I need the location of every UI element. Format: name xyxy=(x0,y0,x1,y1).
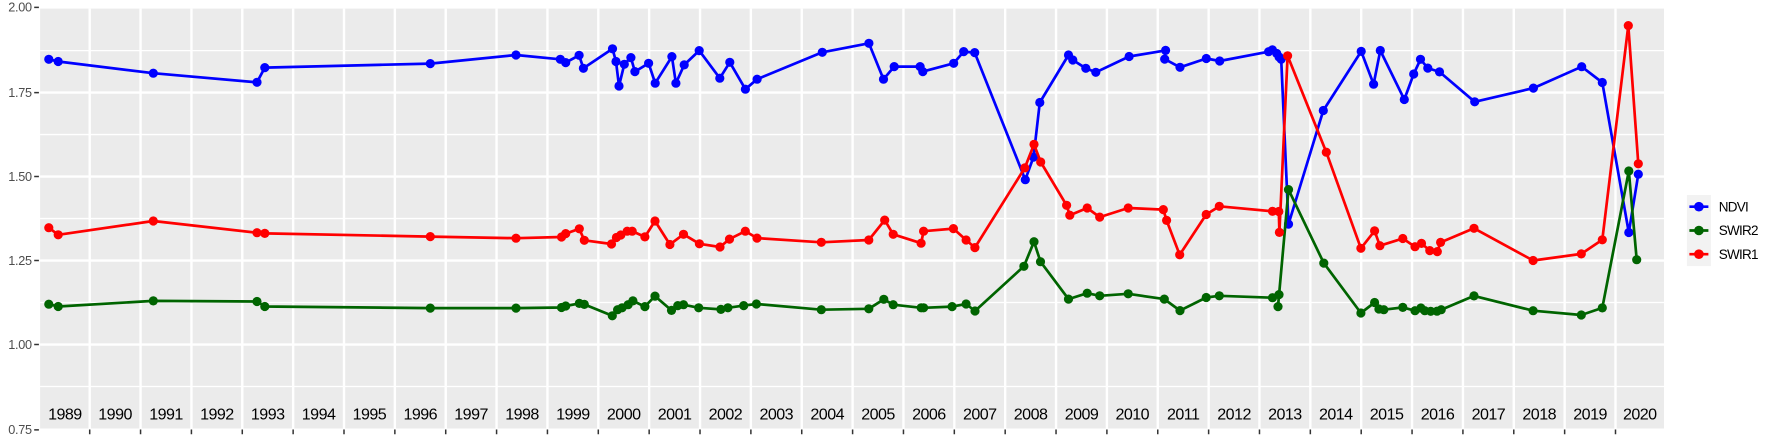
svg-text:2010: 2010 xyxy=(1115,406,1149,424)
svg-text:2011: 2011 xyxy=(1167,406,1200,424)
svg-text:1991: 1991 xyxy=(149,406,183,424)
svg-text:2004: 2004 xyxy=(810,406,844,424)
svg-text:2020: 2020 xyxy=(1623,406,1657,424)
svg-text:1.75: 1.75 xyxy=(8,86,32,100)
svg-text:SWIR2: SWIR2 xyxy=(1719,223,1758,238)
svg-text:1.50: 1.50 xyxy=(8,170,32,184)
svg-text:2.00: 2.00 xyxy=(8,1,32,15)
svg-text:1995: 1995 xyxy=(353,406,387,424)
svg-text:2002: 2002 xyxy=(709,406,743,424)
svg-text:2019: 2019 xyxy=(1573,406,1607,424)
svg-text:0.75: 0.75 xyxy=(8,423,32,437)
svg-text:1997: 1997 xyxy=(454,406,488,424)
svg-text:2014: 2014 xyxy=(1319,406,1353,424)
svg-text:1998: 1998 xyxy=(505,406,539,424)
svg-text:2000: 2000 xyxy=(607,406,641,424)
svg-text:1994: 1994 xyxy=(302,406,336,424)
svg-text:1990: 1990 xyxy=(98,406,132,424)
svg-text:1989: 1989 xyxy=(48,406,82,424)
svg-text:2008: 2008 xyxy=(1014,406,1048,424)
svg-text:2006: 2006 xyxy=(912,406,946,424)
svg-text:1992: 1992 xyxy=(200,406,234,424)
svg-text:2016: 2016 xyxy=(1421,406,1455,424)
svg-text:NDVI: NDVI xyxy=(1719,199,1748,214)
svg-text:1993: 1993 xyxy=(251,406,285,424)
svg-text:SWIR1: SWIR1 xyxy=(1719,247,1758,262)
svg-text:1.25: 1.25 xyxy=(8,254,32,268)
svg-text:1.00: 1.00 xyxy=(8,338,32,352)
svg-text:2005: 2005 xyxy=(861,406,895,424)
svg-text:2001: 2001 xyxy=(658,406,692,424)
svg-text:2007: 2007 xyxy=(963,406,997,424)
svg-text:2017: 2017 xyxy=(1472,406,1506,424)
svg-text:2012: 2012 xyxy=(1217,406,1251,424)
svg-text:2018: 2018 xyxy=(1522,406,1556,424)
svg-text:2003: 2003 xyxy=(759,406,793,424)
svg-text:1996: 1996 xyxy=(403,406,437,424)
svg-text:2015: 2015 xyxy=(1370,406,1404,424)
svg-text:2009: 2009 xyxy=(1065,406,1099,424)
svg-text:1999: 1999 xyxy=(556,406,590,424)
svg-text:2013: 2013 xyxy=(1268,406,1302,424)
